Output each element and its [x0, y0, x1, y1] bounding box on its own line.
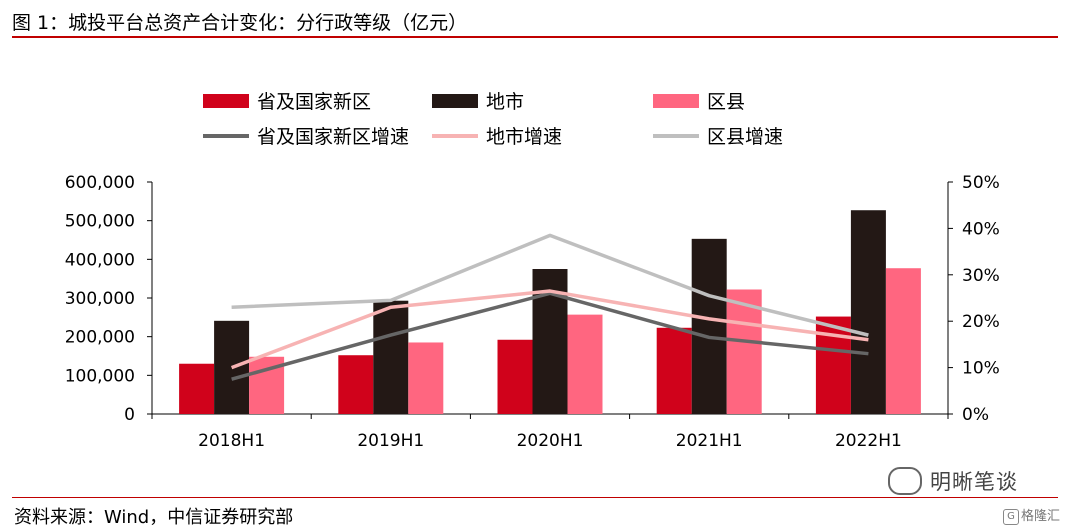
tick-labels: 0 100,000 200,000 300,000 400,000 500,000 600,…: [65, 173, 1000, 451]
x-tick-label: 2020H1: [517, 431, 584, 451]
bar-series-0-2019H1: [338, 355, 374, 414]
bar-series-0-2018H1: [179, 363, 215, 414]
bar-series-1-2021H1: [691, 238, 727, 414]
y-tick-label: 300,000: [65, 289, 135, 309]
axes: [147, 181, 953, 419]
bar-series-1-2022H1: [850, 210, 886, 414]
legend-swatch-series-1: [432, 94, 478, 108]
x-tick-label: 2021H1: [676, 431, 743, 451]
y-tick-label: 0: [124, 405, 135, 425]
bar-series-2-2020H1: [567, 314, 603, 414]
y2-tick-label: 0%: [962, 405, 989, 425]
bar-series-2-2022H1: [885, 268, 921, 414]
footer-rule: [12, 497, 1058, 498]
brand-text: 格隆汇: [1021, 509, 1061, 524]
y-tick-label: 400,000: [65, 250, 135, 270]
legend-label-series-1: 地市: [486, 91, 524, 113]
y2-tick-label: 10%: [962, 359, 1000, 379]
bar-series-0-2020H1: [497, 339, 533, 414]
legend-label-series-2: 区县: [707, 91, 745, 113]
y-tick-label: 100,000: [65, 366, 135, 386]
legend-label-series-0: 省及国家新区: [257, 91, 371, 113]
legend-label-series-4: 地市增速: [486, 126, 562, 148]
y-tick-label: 600,000: [65, 173, 135, 193]
brand-mark: G 格隆汇: [1003, 505, 1060, 525]
y2-tick-label: 30%: [962, 266, 1000, 286]
bar-series-2-2021H1: [726, 289, 762, 414]
gelonghui-logo-icon: G: [1003, 508, 1019, 525]
bar-series-2-2019H1: [408, 342, 444, 414]
y2-tick-label: 20%: [962, 312, 1000, 332]
x-tick-label: 2019H1: [357, 431, 424, 451]
x-tick-label: 2022H1: [835, 431, 902, 451]
bar-series-0-2021H1: [656, 327, 692, 414]
bars: [179, 210, 921, 414]
title-rule: [12, 36, 1058, 38]
watermark: 明晰笔谈: [888, 466, 1018, 497]
legend-label-series-5: 区县增速: [707, 126, 783, 148]
source-note: 资料来源：Wind，中信证券研究部: [14, 507, 294, 528]
growth-lines: [230, 233, 869, 381]
legend-label-series-3: 省及国家新区增速: [257, 126, 409, 148]
wechat-icon: [888, 467, 922, 495]
watermark-text: 明晰笔谈: [930, 470, 1018, 494]
y-tick-label: 500,000: [65, 212, 135, 232]
x-tick-label: 2018H1: [198, 431, 265, 451]
y2-tick-label: 40%: [962, 219, 1000, 239]
bar-series-1-2019H1: [373, 300, 409, 414]
y2-tick-label: 50%: [962, 173, 1000, 193]
y-tick-label: 200,000: [65, 328, 135, 348]
legend-swatch-series-0: [203, 94, 249, 108]
chart-title: 图 1：城投平台总资产合计变化：分行政等级（亿元）: [12, 12, 468, 34]
legend-swatch-series-2: [653, 94, 699, 108]
